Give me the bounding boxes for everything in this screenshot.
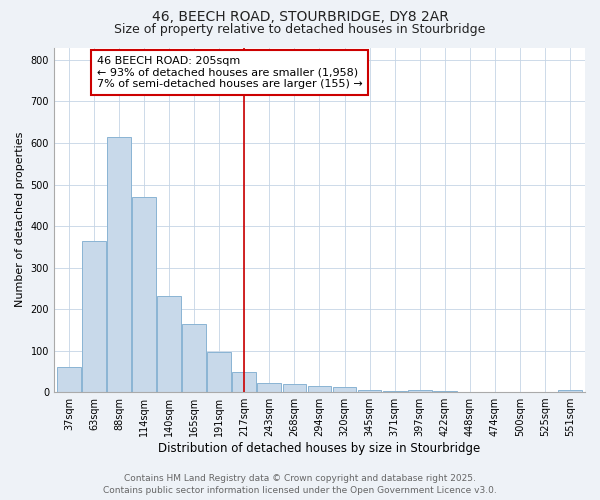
Text: Contains HM Land Registry data © Crown copyright and database right 2025.
Contai: Contains HM Land Registry data © Crown c… bbox=[103, 474, 497, 495]
Bar bbox=[283, 384, 307, 392]
Text: Size of property relative to detached houses in Stourbridge: Size of property relative to detached ho… bbox=[115, 22, 485, 36]
Bar bbox=[232, 372, 256, 392]
Text: 46, BEECH ROAD, STOURBRIDGE, DY8 2AR: 46, BEECH ROAD, STOURBRIDGE, DY8 2AR bbox=[152, 10, 448, 24]
Y-axis label: Number of detached properties: Number of detached properties bbox=[15, 132, 25, 308]
Bar bbox=[308, 386, 331, 392]
Bar bbox=[383, 391, 407, 392]
Bar bbox=[82, 240, 106, 392]
Bar bbox=[107, 137, 131, 392]
Bar bbox=[57, 367, 81, 392]
Text: 46 BEECH ROAD: 205sqm
← 93% of detached houses are smaller (1,958)
7% of semi-de: 46 BEECH ROAD: 205sqm ← 93% of detached … bbox=[97, 56, 362, 89]
Bar bbox=[208, 352, 231, 392]
Bar bbox=[558, 390, 582, 392]
Bar bbox=[257, 383, 281, 392]
Bar bbox=[408, 390, 431, 392]
Bar bbox=[182, 324, 206, 392]
Bar bbox=[358, 390, 382, 392]
X-axis label: Distribution of detached houses by size in Stourbridge: Distribution of detached houses by size … bbox=[158, 442, 481, 455]
Bar bbox=[332, 386, 356, 392]
Bar bbox=[132, 197, 156, 392]
Bar bbox=[157, 296, 181, 392]
